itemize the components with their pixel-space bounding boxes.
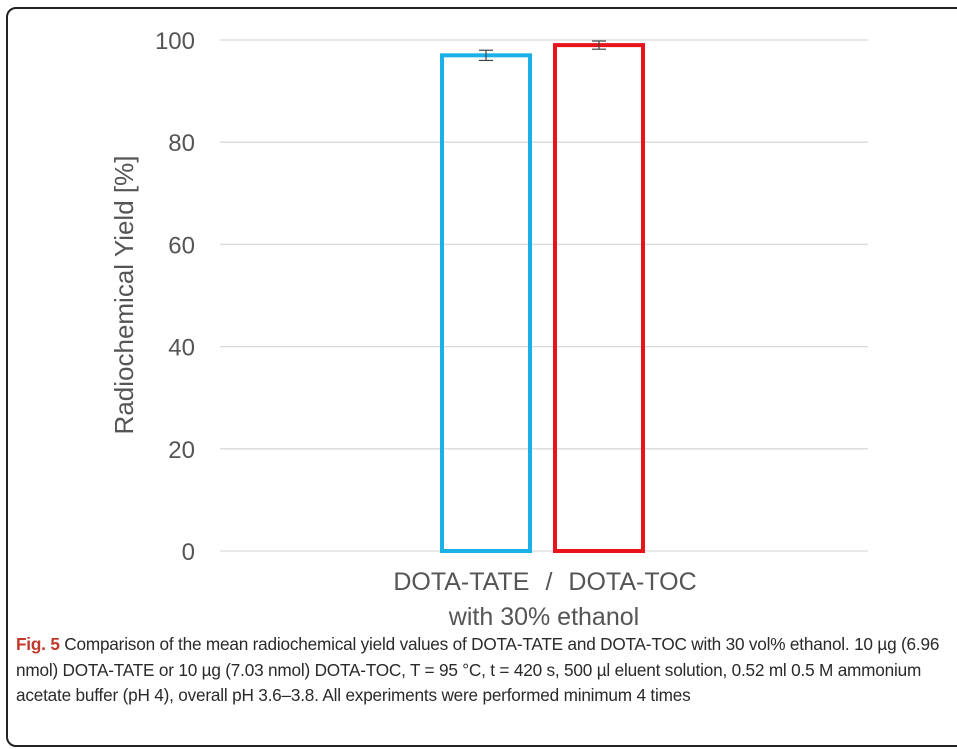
figure-caption: Fig. 5 Comparison of the mean radiochemi… [16, 632, 948, 709]
y-tick-label: 60 [168, 232, 195, 259]
figure-frame [6, 7, 957, 747]
x-label-separator: / [545, 568, 552, 596]
caption-label: Fig. 5 [16, 634, 60, 654]
caption-text: Comparison of the mean radiochemical yie… [16, 634, 940, 705]
bar-dota-toc [553, 43, 645, 554]
gridlines [220, 39, 868, 552]
x-axis-label-line2: with 30% ethanol [448, 603, 639, 630]
bar-chart: 0 20 40 60 80 100 Radiochemical Yield [%] DOT… [109, 28, 868, 630]
y-axis-label: Radiochemical Yield [%] [109, 156, 139, 435]
x-label-dota-toc: DOTA-TOC [568, 568, 696, 596]
y-tick-label: 80 [168, 130, 195, 157]
y-tick-labels: 0 20 40 60 80 100 [155, 28, 195, 566]
y-tick-label: 100 [155, 28, 195, 55]
bar-dota-tate [440, 53, 532, 554]
x-label-dota-tate: DOTA-TATE [393, 568, 529, 596]
y-tick-label: 20 [168, 437, 195, 464]
error-bars [479, 40, 606, 62]
x-axis-label-line1: DOTA-TATE / DOTA-TOC [393, 568, 696, 596]
y-tick-label: 0 [182, 539, 195, 566]
bars [440, 43, 645, 554]
y-tick-label: 40 [168, 335, 195, 362]
